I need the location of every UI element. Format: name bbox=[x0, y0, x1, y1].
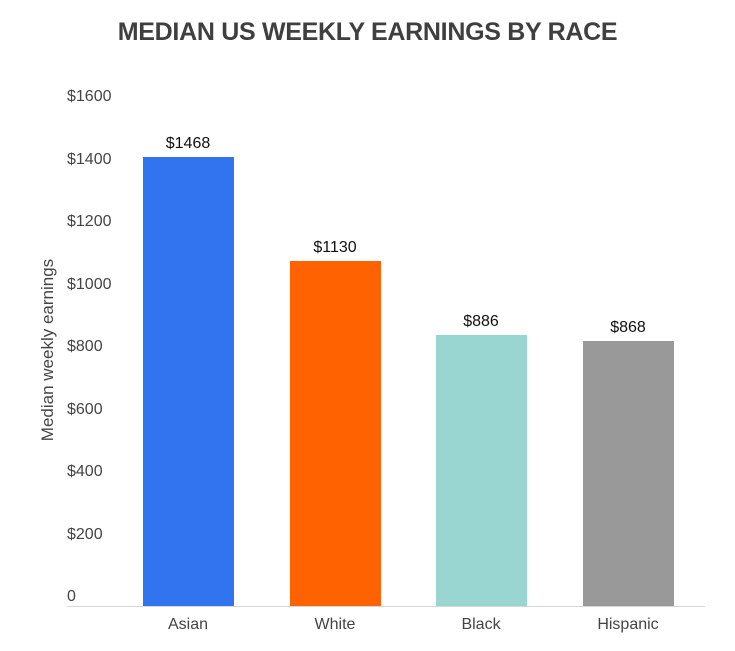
y-tick-label: 0 bbox=[67, 588, 76, 605]
x-tick-label: Black bbox=[461, 616, 501, 633]
data-label: $1130 bbox=[313, 238, 357, 256]
y-tick-label: $200 bbox=[67, 525, 103, 543]
y-tick-label: $1600 bbox=[67, 88, 112, 105]
y-tick-label: $1000 bbox=[67, 275, 112, 293]
x-axis-line bbox=[67, 606, 705, 607]
bar-white bbox=[290, 260, 381, 606]
data-label: $886 bbox=[463, 313, 499, 331]
x-tick-label: White bbox=[314, 616, 356, 633]
bar-black bbox=[436, 335, 527, 606]
y-tick-label: $800 bbox=[67, 338, 103, 355]
bar-hispanic bbox=[583, 340, 674, 606]
y-tick-label: $400 bbox=[67, 463, 103, 480]
x-tick-label: Asian bbox=[167, 616, 209, 633]
y-axis-label: Median weekly earnings bbox=[38, 258, 57, 442]
data-label: $868 bbox=[610, 318, 646, 336]
y-tick-label: $1200 bbox=[67, 213, 112, 230]
data-label: $1468 bbox=[165, 135, 211, 153]
bar-asian bbox=[143, 157, 234, 606]
chart-title: MEDIAN US WEEKLY EARNINGS BY RACE bbox=[117, 18, 618, 46]
y-tick-label: $1400 bbox=[67, 150, 112, 168]
y-tick-label: $600 bbox=[67, 400, 103, 418]
x-tick-label: Hispanic bbox=[597, 616, 659, 633]
